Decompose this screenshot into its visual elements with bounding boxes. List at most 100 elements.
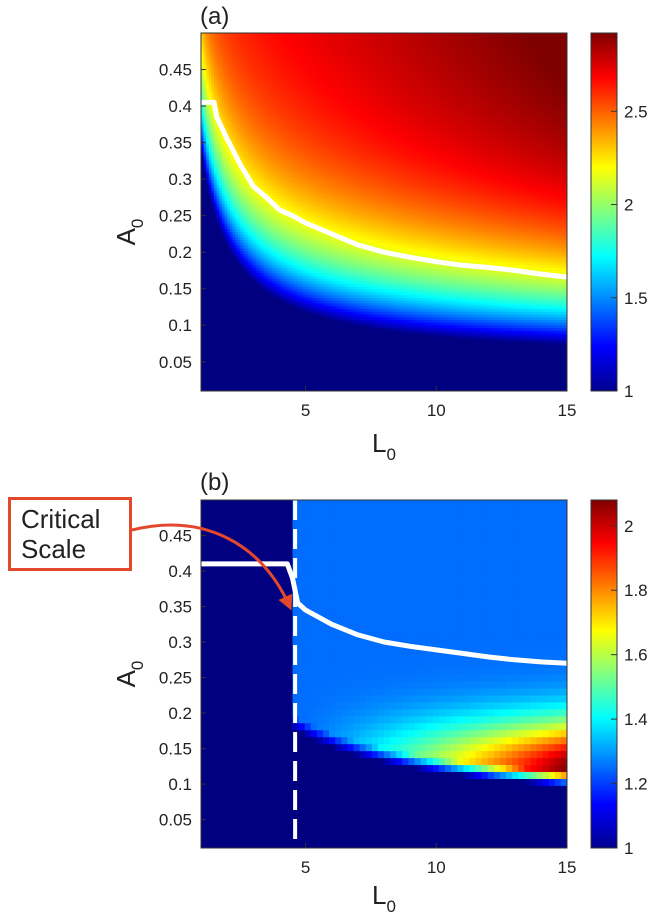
heatmap-cell — [274, 104, 278, 108]
heatmap-cell — [206, 335, 210, 340]
heatmap-cell — [232, 231, 236, 235]
heatmap-cell — [253, 385, 257, 389]
heatmap-cell — [201, 283, 205, 287]
heatmap-cell — [219, 68, 223, 73]
heatmap-cell — [206, 220, 210, 224]
heatmap-cell — [279, 156, 283, 161]
heatmap-cell — [295, 63, 299, 67]
heatmap-cell — [224, 300, 228, 304]
heatmap-cell — [258, 371, 262, 376]
heatmap-cell — [284, 231, 288, 235]
heatmap-cell — [237, 167, 241, 172]
heatmap-cell — [216, 52, 220, 56]
heatmap-cell — [203, 283, 207, 287]
heatmap-cell — [261, 286, 265, 290]
heatmap-cell — [211, 63, 215, 67]
heatmap-cell — [297, 121, 301, 125]
heatmap-cell — [258, 344, 262, 348]
heatmap-cell — [237, 300, 241, 304]
heatmap-cell — [201, 374, 205, 378]
heatmap-cell — [216, 104, 220, 108]
heatmap-cell — [271, 333, 275, 337]
heatmap-cell — [214, 258, 218, 263]
heatmap-cell — [284, 121, 288, 125]
heatmap-cell — [242, 368, 247, 373]
heatmap-cell — [274, 112, 278, 117]
heatmap-cell — [258, 231, 262, 235]
heatmap-cell — [242, 360, 247, 365]
heatmap-cell — [274, 129, 278, 133]
heatmap-cell — [248, 382, 252, 387]
heatmap-cell — [253, 269, 257, 274]
heatmap-cell — [245, 289, 249, 293]
heatmap-cell — [258, 134, 262, 139]
heatmap-cell — [227, 173, 231, 177]
heatmap-cell — [234, 187, 239, 191]
heatmap-cell — [295, 79, 299, 84]
heatmap-cell — [240, 192, 244, 197]
heatmap-cell — [224, 41, 228, 45]
heatmap-cell — [221, 200, 226, 205]
heatmap-cell — [292, 63, 296, 67]
heatmap-cell — [297, 104, 301, 108]
heatmap-cell — [216, 209, 220, 213]
heatmap-cell — [240, 327, 244, 332]
heatmap-cell — [276, 181, 281, 186]
heatmap-cell — [211, 286, 215, 290]
heatmap-cell — [242, 203, 247, 208]
heatmap-cell — [271, 341, 275, 345]
heatmap-cell — [219, 112, 223, 117]
heatmap-cell — [284, 151, 288, 155]
heatmap-cell — [261, 239, 265, 243]
heatmap-cell — [208, 289, 213, 293]
heatmap-cell — [214, 198, 218, 202]
heatmap-cell — [227, 123, 231, 128]
heatmap-cell — [295, 269, 299, 274]
heatmap-cell — [279, 195, 283, 199]
heatmap-cell — [216, 333, 220, 337]
heatmap-cell — [292, 269, 296, 274]
heatmap-cell — [284, 327, 288, 332]
heatmap-cell — [261, 55, 265, 59]
heatmap-cell — [208, 286, 213, 290]
heatmap-cell — [266, 38, 270, 42]
heatmap-cell — [292, 363, 296, 367]
heatmap-cell — [219, 99, 223, 103]
heatmap-cell — [232, 275, 236, 279]
heatmap-cell — [211, 71, 215, 75]
heatmap-cell — [266, 189, 270, 194]
heatmap-cell — [292, 302, 296, 307]
heatmap-cell — [237, 85, 241, 89]
heatmap-cell — [208, 200, 213, 205]
heatmap-cell — [274, 256, 278, 260]
heatmap-cell — [282, 85, 286, 89]
heatmap-cell — [248, 272, 252, 276]
heatmap-cell — [206, 55, 210, 59]
heatmap-cell — [255, 151, 260, 155]
heatmap-cell — [234, 346, 239, 351]
heatmap-cell — [208, 110, 213, 114]
heatmap-cell — [221, 377, 226, 381]
heatmap-cell — [295, 267, 299, 271]
heatmap-cell — [255, 308, 260, 312]
heatmap-cell — [240, 275, 244, 279]
heatmap-cell — [240, 302, 244, 307]
heatmap-cell — [219, 283, 223, 287]
heatmap-cell — [297, 286, 301, 290]
heatmap-cell — [245, 234, 249, 238]
heatmap-cell — [258, 123, 262, 128]
heatmap-cell — [258, 338, 262, 343]
heatmap-cell — [284, 173, 288, 177]
heatmap-cell — [284, 341, 288, 345]
heatmap-cell — [242, 377, 247, 381]
heatmap-cell — [201, 66, 205, 70]
heatmap-cell — [224, 212, 228, 216]
heatmap-cell — [214, 33, 218, 37]
heatmap-cell — [214, 156, 218, 161]
heatmap-cell — [289, 209, 294, 213]
heatmap-cell — [240, 93, 244, 97]
heatmap-cell — [227, 344, 231, 348]
heatmap-cell — [201, 231, 205, 235]
heatmap-cell — [227, 236, 231, 241]
heatmap-cell — [289, 110, 294, 114]
